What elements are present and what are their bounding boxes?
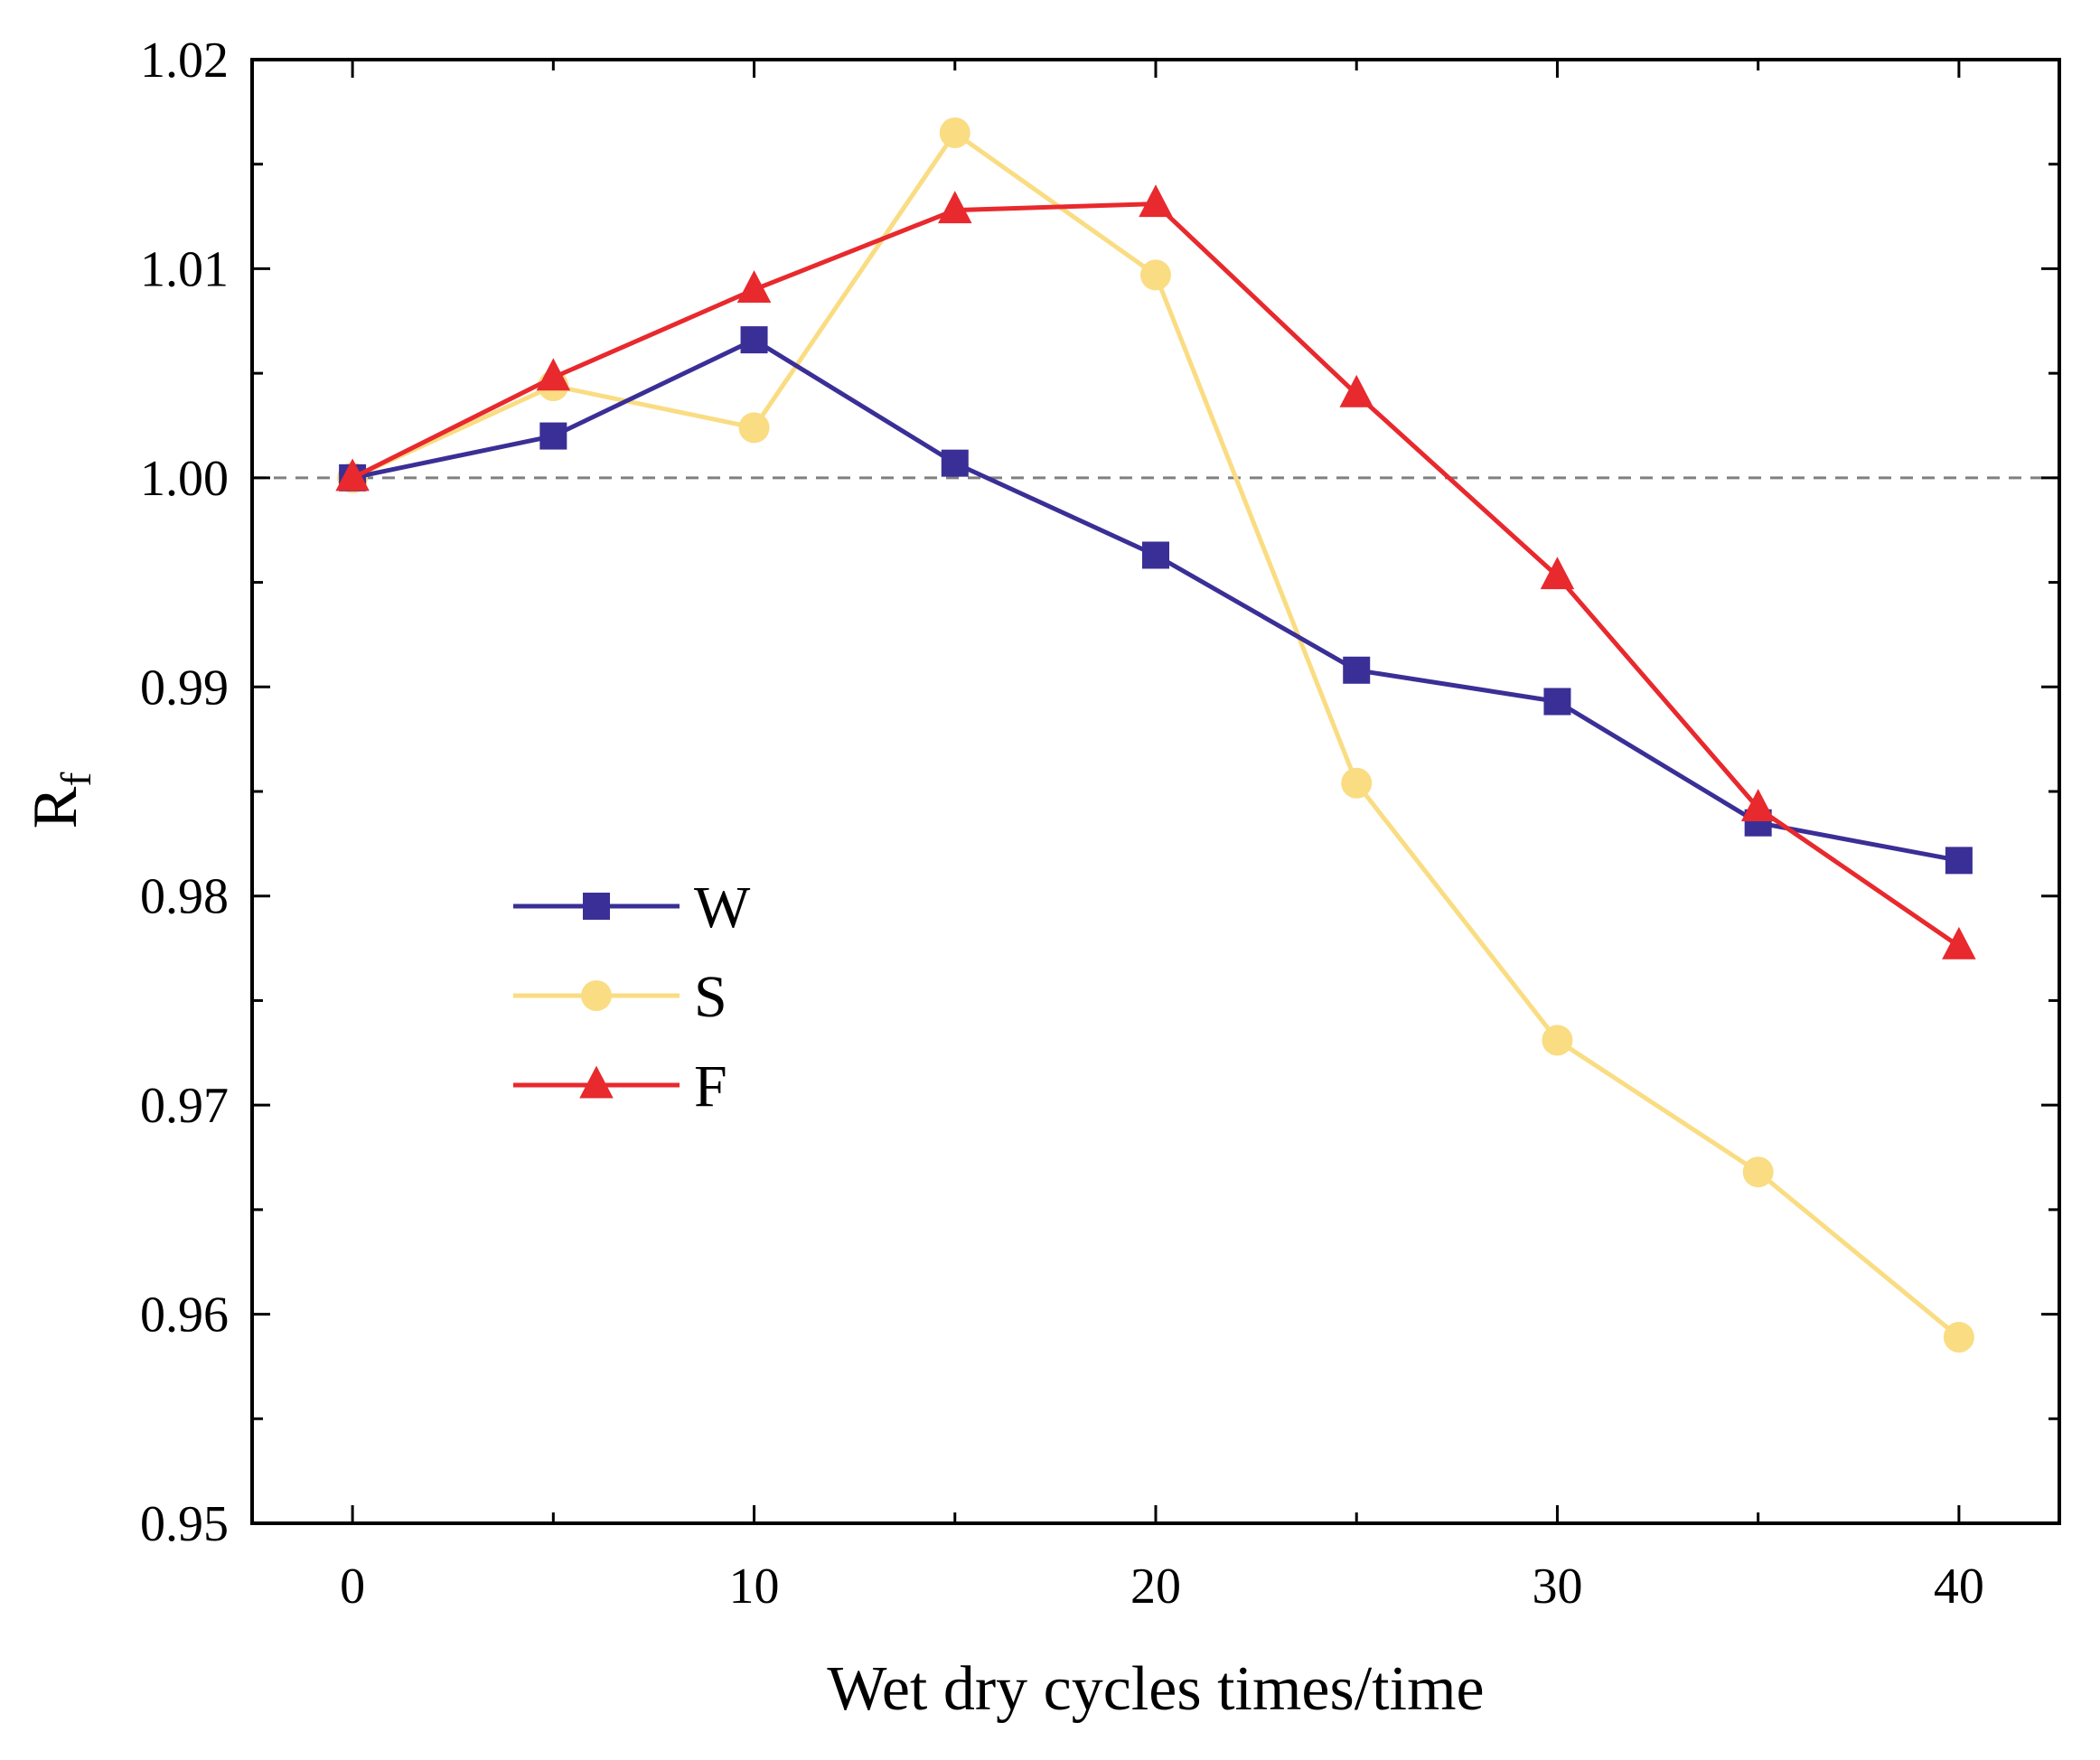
data-point-W-30 bbox=[1543, 688, 1571, 716]
data-point-F-30 bbox=[1540, 557, 1575, 590]
data-point-W-15 bbox=[941, 449, 969, 477]
data-point-F-20 bbox=[1139, 184, 1173, 218]
legend-label-S: S bbox=[694, 964, 727, 1030]
y-tick-label: 1.01 bbox=[140, 241, 229, 297]
data-point-F-25 bbox=[1339, 374, 1373, 407]
data-point-S-25 bbox=[1341, 767, 1373, 799]
legend-marker-S bbox=[581, 980, 612, 1011]
y-tick-label: 1.02 bbox=[140, 33, 229, 89]
data-point-W-25 bbox=[1343, 656, 1371, 684]
y-tick-label: 0.99 bbox=[140, 660, 229, 716]
data-point-W-10 bbox=[740, 326, 768, 354]
data-point-S-15 bbox=[939, 117, 970, 148]
data-point-W-40 bbox=[1945, 847, 1973, 875]
y-tick-label: 0.98 bbox=[140, 869, 229, 925]
series-W bbox=[339, 326, 1973, 875]
x-tick-label: 40 bbox=[1934, 1559, 1984, 1615]
legend-marker-F bbox=[579, 1065, 614, 1099]
legend-marker-W bbox=[583, 893, 610, 920]
legend-item-W: W bbox=[513, 875, 751, 941]
y-tick-label: 0.96 bbox=[140, 1287, 229, 1343]
legend: WSF bbox=[513, 875, 751, 1119]
legend-item-F: F bbox=[513, 1053, 727, 1119]
data-point-S-10 bbox=[738, 412, 770, 444]
y-tick-label: 0.97 bbox=[140, 1078, 229, 1134]
series-layer bbox=[335, 117, 1976, 1353]
y-tick-label: 1.00 bbox=[140, 451, 229, 507]
data-point-F-5 bbox=[536, 358, 571, 391]
series-F bbox=[335, 184, 1976, 960]
legend-label-F: F bbox=[694, 1053, 727, 1119]
y-axis-title-main: R bbox=[21, 786, 90, 829]
y-axis-title: Rf bbox=[21, 772, 100, 829]
data-point-S-35 bbox=[1742, 1156, 1774, 1188]
axes-group: 0 10 20 30 40 0.95 0.96 0.97 0.98 0.99 1.00 1.01 1.0… bbox=[140, 33, 2059, 1615]
x-tick-label: 20 bbox=[1130, 1559, 1181, 1615]
y-axis-title-subscript: f bbox=[52, 772, 100, 787]
data-point-F-35 bbox=[1740, 789, 1776, 822]
data-point-W-5 bbox=[539, 422, 567, 450]
data-point-S-30 bbox=[1542, 1025, 1573, 1056]
y-tick-label: 0.95 bbox=[140, 1496, 229, 1552]
x-tick-label: 30 bbox=[1532, 1559, 1582, 1615]
legend-item-S: S bbox=[513, 964, 727, 1030]
data-point-S-40 bbox=[1943, 1322, 1974, 1353]
data-point-F-15 bbox=[938, 191, 972, 224]
data-point-F-0 bbox=[335, 458, 370, 491]
data-point-W-20 bbox=[1142, 541, 1169, 569]
x-axis-title: Wet dry cycles times/time bbox=[827, 1654, 1484, 1724]
series-S bbox=[337, 117, 1974, 1353]
data-point-F-10 bbox=[736, 270, 772, 304]
x-tick-label: 0 bbox=[340, 1559, 365, 1615]
legend-label-W: W bbox=[694, 875, 751, 941]
data-point-F-40 bbox=[1942, 926, 1976, 960]
data-point-S-20 bbox=[1140, 259, 1171, 291]
x-tick-label: 10 bbox=[729, 1559, 780, 1615]
